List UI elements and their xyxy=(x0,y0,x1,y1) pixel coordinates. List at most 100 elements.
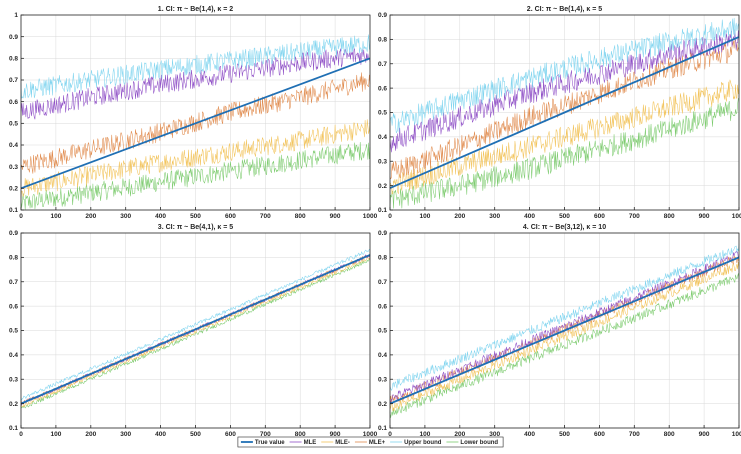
y-tick-label: 0.8 xyxy=(9,56,18,63)
legend-label: MLE+ xyxy=(369,440,386,446)
y-tick-label: 0.1 xyxy=(9,207,18,214)
x-tick-label: 1000 xyxy=(732,213,741,220)
y-tick-label: 0.4 xyxy=(9,142,18,149)
series-true-value xyxy=(389,256,740,405)
series-lower xyxy=(20,258,371,409)
y-tick-label: 0.8 xyxy=(378,37,387,44)
panel-title: 3. CI: π ~ Be(4,1), κ = 5 xyxy=(158,224,234,231)
x-tick-label: 500 xyxy=(559,431,570,438)
y-tick-label: 0.5 xyxy=(378,328,387,335)
y-tick-label: 0.2 xyxy=(9,401,18,408)
legend-label: True value xyxy=(255,440,285,446)
x-tick-label: 600 xyxy=(594,431,605,438)
y-tick-label: 0.6 xyxy=(378,85,387,92)
series-mle-minus xyxy=(20,119,371,198)
panel-title: 2. CI: π ~ Be(1,4), κ = 5 xyxy=(527,6,603,13)
y-tick-label: 0.3 xyxy=(378,158,387,165)
x-tick-label: 1000 xyxy=(732,431,741,438)
series-mle xyxy=(389,29,740,153)
x-tick-label: 900 xyxy=(330,431,341,438)
legend-label: Upper bound xyxy=(404,440,442,446)
legend: True value MLE MLE- MLE+ Upper bound Lower bo… xyxy=(237,436,504,448)
legend-label: MLE xyxy=(304,440,317,446)
x-tick-label: 900 xyxy=(699,213,710,220)
series-mle-minus xyxy=(389,261,740,412)
y-tick-label: 0.9 xyxy=(9,34,18,41)
x-tick-label: 200 xyxy=(85,213,96,220)
x-tick-label: 200 xyxy=(454,213,465,220)
legend-label: MLE- xyxy=(335,440,350,446)
x-tick-label: 700 xyxy=(260,213,271,220)
y-tick-label: 0.9 xyxy=(378,12,387,19)
y-tick-label: 0.7 xyxy=(378,61,387,68)
y-tick-label: 0.2 xyxy=(9,186,18,193)
y-tick-label: 0.7 xyxy=(9,77,18,84)
series-lower xyxy=(389,98,740,210)
legend-box xyxy=(237,436,504,448)
panel-4: 0 100 200 300 400 500 600 700 800 900 1000 0.1 0.2 0.… xyxy=(378,224,741,438)
series-lower xyxy=(389,273,740,418)
series-mle-minus xyxy=(389,79,740,195)
y-tick-label: 0.4 xyxy=(9,352,18,359)
x-tick-label: 1000 xyxy=(363,213,378,220)
x-tick-label: 100 xyxy=(50,213,61,220)
panel-1: 0 100 200 300 400 500 600 700 800 900 1000 0.1 0.2 0.… xyxy=(9,6,378,220)
x-tick-label: 0 xyxy=(388,213,392,220)
series-true-value xyxy=(20,57,371,190)
legend-label: Lower bound xyxy=(460,440,498,446)
y-tick-label: 0.3 xyxy=(9,376,18,383)
x-tick-label: 600 xyxy=(225,213,236,220)
x-tick-label: 300 xyxy=(489,431,500,438)
series-mle-plus xyxy=(20,72,371,174)
y-tick-label: 0.5 xyxy=(9,328,18,335)
x-tick-label: 400 xyxy=(155,431,166,438)
y-tick-label: 0.4 xyxy=(378,352,387,359)
x-tick-label: 100 xyxy=(50,431,61,438)
x-tick-label: 800 xyxy=(295,431,306,438)
series-mle-plus xyxy=(389,39,740,180)
series-upper xyxy=(20,249,371,401)
y-tick-label: 0.5 xyxy=(9,121,18,128)
x-tick-label: 100 xyxy=(419,431,430,438)
y-tick-label: 0.6 xyxy=(9,99,18,106)
x-tick-label: 300 xyxy=(489,213,500,220)
x-tick-label: 400 xyxy=(155,213,166,220)
y-tick-label: 0.7 xyxy=(9,279,18,286)
x-tick-label: 800 xyxy=(295,213,306,220)
x-tick-label: 500 xyxy=(559,213,570,220)
series-mle xyxy=(389,251,740,404)
x-tick-label: 700 xyxy=(629,213,640,220)
x-tick-label: 600 xyxy=(225,431,236,438)
x-tick-label: 600 xyxy=(594,213,605,220)
x-tick-label: 200 xyxy=(454,431,465,438)
y-tick-label: 0.6 xyxy=(9,303,18,310)
x-tick-label: 100 xyxy=(419,213,430,220)
x-tick-label: 800 xyxy=(664,213,675,220)
y-tick-label: 0.6 xyxy=(378,303,387,310)
series-upper xyxy=(389,243,740,391)
series-true-value xyxy=(20,254,371,405)
y-tick-label: 0.2 xyxy=(378,401,387,408)
y-tick-label: 1 xyxy=(14,12,18,19)
y-tick-label: 0.1 xyxy=(9,425,18,432)
x-tick-label: 0 xyxy=(19,213,23,220)
x-tick-label: 0 xyxy=(388,431,392,438)
x-tick-label: 400 xyxy=(524,431,535,438)
panel-2: 0 100 200 300 400 500 600 700 800 900 1000 0.1 0.2 0.… xyxy=(378,6,741,220)
series-mle-minus xyxy=(20,256,371,408)
y-tick-label: 0.7 xyxy=(378,279,387,286)
y-tick-label: 0.5 xyxy=(378,110,387,117)
y-tick-label: 0.4 xyxy=(378,134,387,141)
x-tick-label: 700 xyxy=(629,431,640,438)
x-tick-label: 400 xyxy=(524,213,535,220)
series-upper xyxy=(20,34,371,99)
panel-title: 4. CI: π ~ Be(3,12), κ = 10 xyxy=(523,224,606,231)
y-tick-label: 0.3 xyxy=(378,376,387,383)
x-tick-label: 300 xyxy=(120,431,131,438)
x-tick-label: 1000 xyxy=(363,431,378,438)
y-tick-label: 0.8 xyxy=(378,255,387,262)
series-lower xyxy=(20,141,371,210)
y-tick-label: 0.8 xyxy=(9,255,18,262)
x-tick-label: 300 xyxy=(120,213,131,220)
